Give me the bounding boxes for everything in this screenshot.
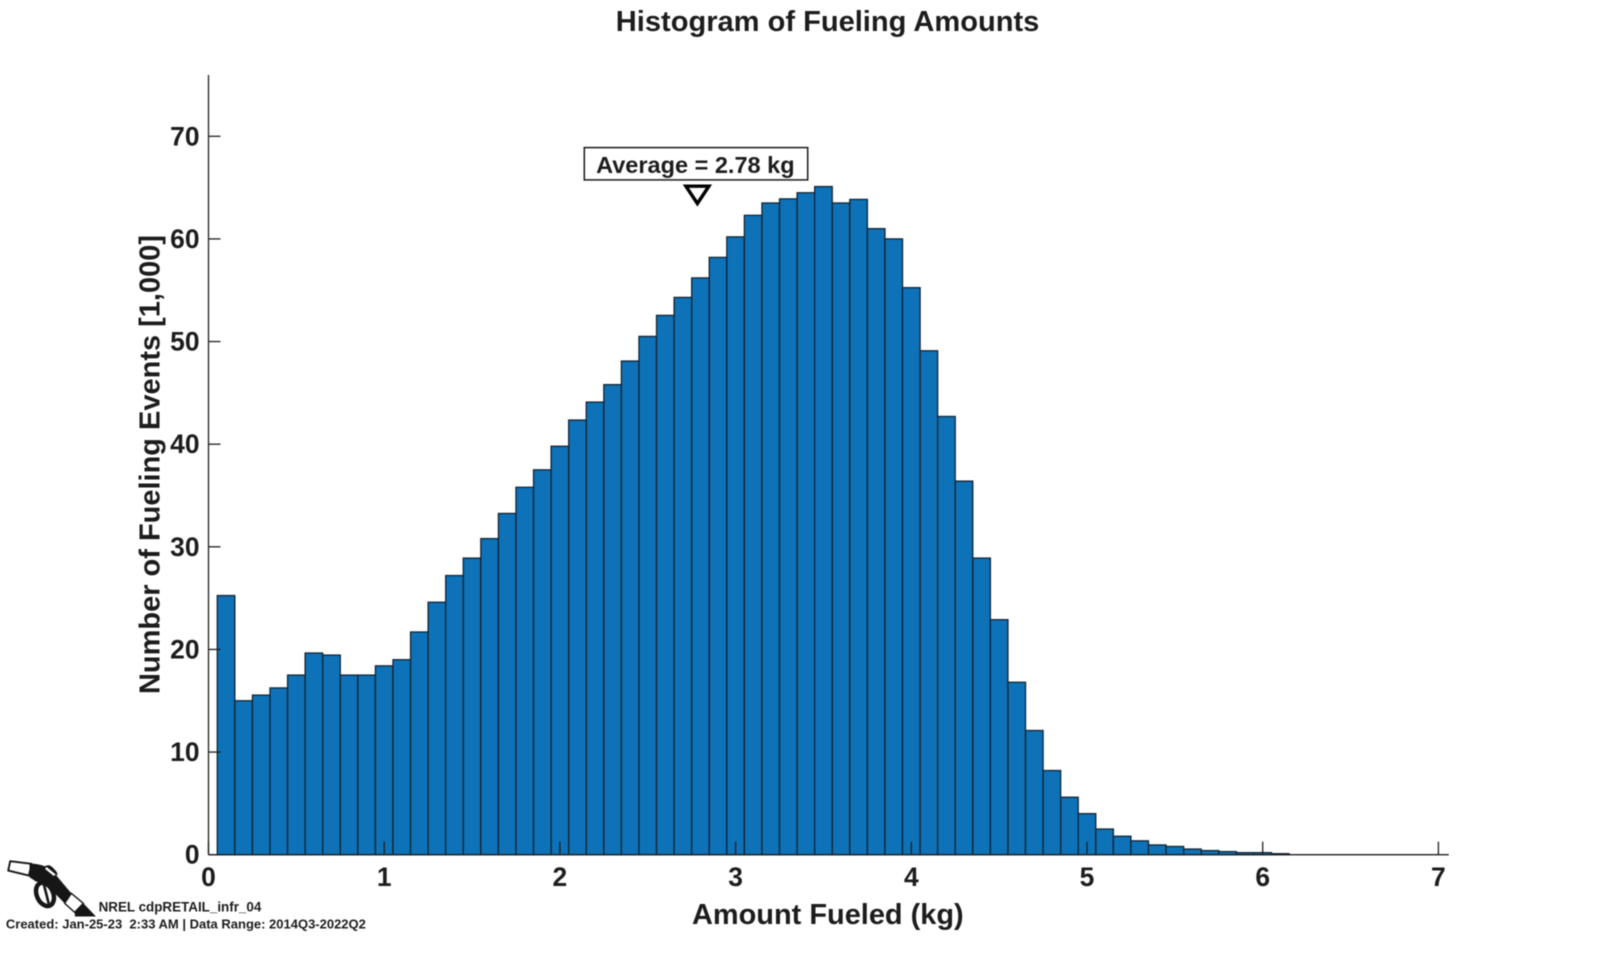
svg-text:0: 0: [201, 862, 216, 892]
svg-text:30: 30: [170, 532, 199, 562]
svg-text:10: 10: [170, 737, 199, 767]
svg-text:70: 70: [170, 121, 199, 151]
svg-text:2: 2: [553, 862, 568, 892]
svg-text:Created: Jan-25-23 2:33 AM |: Created: Jan-25-23 2:33 AM | Data Range:…: [6, 916, 366, 931]
svg-text:7: 7: [1431, 862, 1446, 892]
svg-text:50: 50: [170, 327, 199, 357]
svg-text:Number of Fueling Events [1,00: Number of Fueling Events [1,000]: [134, 235, 166, 694]
svg-text:Average = 2.78 kg: Average = 2.78 kg: [596, 152, 795, 178]
svg-text:1: 1: [377, 862, 392, 892]
svg-text:20: 20: [170, 634, 199, 664]
svg-text:5: 5: [1080, 862, 1095, 892]
svg-text:60: 60: [170, 224, 199, 254]
svg-text:Amount Fueled (kg): Amount Fueled (kg): [692, 899, 964, 931]
svg-text:NREL cdpRETAIL_infr_04: NREL cdpRETAIL_infr_04: [99, 900, 262, 915]
svg-text:3: 3: [728, 862, 743, 892]
svg-text:6: 6: [1255, 862, 1270, 892]
svg-text:Histogram of Fueling Amounts: Histogram of Fueling Amounts: [616, 6, 1040, 38]
svg-text:4: 4: [904, 862, 919, 892]
svg-text:40: 40: [170, 429, 199, 459]
svg-text:0: 0: [185, 840, 200, 870]
